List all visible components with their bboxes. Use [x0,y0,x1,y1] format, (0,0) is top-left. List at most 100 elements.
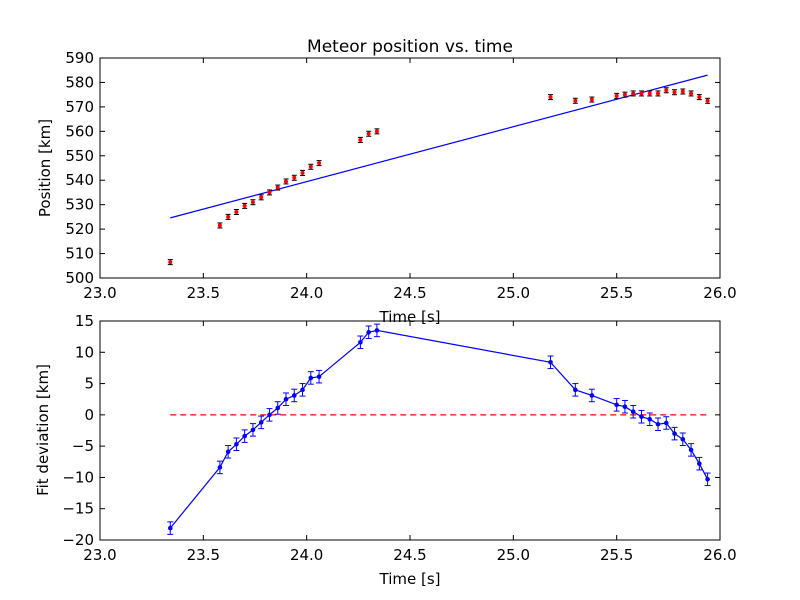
deviation-point [299,383,306,397]
y-tick-label: 550 [65,147,94,165]
deviation-point [233,437,240,452]
top-axes-frame [99,57,721,279]
deviation-point [357,335,364,350]
y-tick-label: 520 [65,220,94,238]
deviation-point [225,445,232,459]
top-chart-title: Meteor position vs. time [307,37,513,57]
position-point [233,209,239,215]
y-tick-label: −10 [62,468,94,486]
deviation-point [274,401,281,415]
position-point [622,91,628,98]
position-point [655,90,661,97]
x-tick-label: 23.0 [83,546,116,564]
x-tick-label: 23.5 [187,284,220,302]
deviation-point [663,416,670,430]
y-tick-label: 0 [84,406,94,424]
y-tick-label: 530 [65,196,94,214]
deviation-point [291,388,298,403]
position-point [366,130,372,137]
deviation-point [241,429,248,443]
top-axis-ticks: 23.0 23.5 24.0 24.5 25.0 25.5 26.0 500 510 520 530… [65,49,736,302]
x-tick-label: 25.5 [600,546,633,564]
position-point [291,174,297,181]
position-point [705,97,711,104]
position-point [217,222,223,229]
x-tick-label: 23.0 [83,284,116,302]
y-tick-label: −5 [72,437,94,455]
deviation-point [216,460,223,475]
position-point [308,163,314,170]
deviation-point [688,443,695,457]
deviation-point [638,409,645,424]
position-point [696,94,702,101]
x-tick-label: 25.5 [600,284,633,302]
position-point [638,90,644,97]
position-point [589,96,595,103]
deviation-point [655,417,661,431]
y-tick-label: 570 [65,98,94,116]
position-point [572,97,578,104]
y-tick-label: 510 [65,245,94,263]
position-point [374,128,380,135]
y-tick-label: 580 [65,73,94,91]
deviation-point [679,432,686,447]
deviation-point [572,383,579,397]
fit-line [170,74,708,219]
deviation-point [365,325,372,340]
y-tick-label: −15 [62,500,94,518]
deviation-point [373,323,380,338]
deviation-point [249,423,256,437]
position-point [647,90,653,97]
x-tick-label: 26.0 [703,284,736,302]
y-tick-label: 560 [65,122,94,140]
x-tick-label: 24.5 [393,546,426,564]
x-tick-label: 25.0 [497,546,530,564]
position-point [283,178,289,185]
deviation-point [283,392,289,406]
bottom-y-axis-label: Fit deviation [km] [34,364,52,496]
position-point [357,136,363,143]
bottom-axis-ticks: 23.0 23.5 24.0 24.5 25.0 25.5 26.0 −20 −15 −10 −5 0… [62,312,736,564]
position-point [167,259,173,266]
y-tick-label: 590 [65,49,94,67]
deviation-point [167,521,174,535]
bottom-subplot: 23.0 23.5 24.0 24.5 25.0 25.5 26.0 −20 −15 −10 −5 0… [34,312,737,588]
x-tick-label: 24.5 [393,284,426,302]
deviation-point [588,388,595,403]
position-point [688,90,694,97]
x-tick-label: 23.5 [187,546,220,564]
y-tick-label: 5 [84,375,94,393]
deviation-point [671,426,678,441]
top-y-axis-label: Position [km] [36,119,54,217]
position-point [548,94,554,101]
deviation-point [316,369,323,384]
position-point [300,169,306,176]
deviation-point [621,399,628,414]
position-point [266,189,272,196]
deviation-point [630,404,637,419]
bottom-plot-marks [167,323,711,535]
position-point [614,92,620,99]
y-tick-label: 500 [65,269,94,287]
x-tick-label: 24.0 [290,546,323,564]
position-point [663,87,669,94]
position-point [242,202,248,209]
position-point [225,213,231,220]
top-plot-marks [167,74,711,266]
bottom-x-axis-label: Time [s] [379,570,441,588]
bottom-axes-frame [99,320,721,541]
position-point [316,160,322,167]
position-point [630,90,636,97]
position-point [680,88,686,95]
deviation-point [307,371,314,385]
y-tick-label: 540 [65,171,94,189]
deviation-point [696,456,703,471]
deviation-point [266,408,273,422]
deviation-point [646,412,653,426]
deviation-point [258,415,265,430]
y-tick-label: −20 [62,531,94,549]
deviation-point [613,398,620,412]
position-point [258,194,264,201]
x-tick-label: 24.0 [290,284,323,302]
